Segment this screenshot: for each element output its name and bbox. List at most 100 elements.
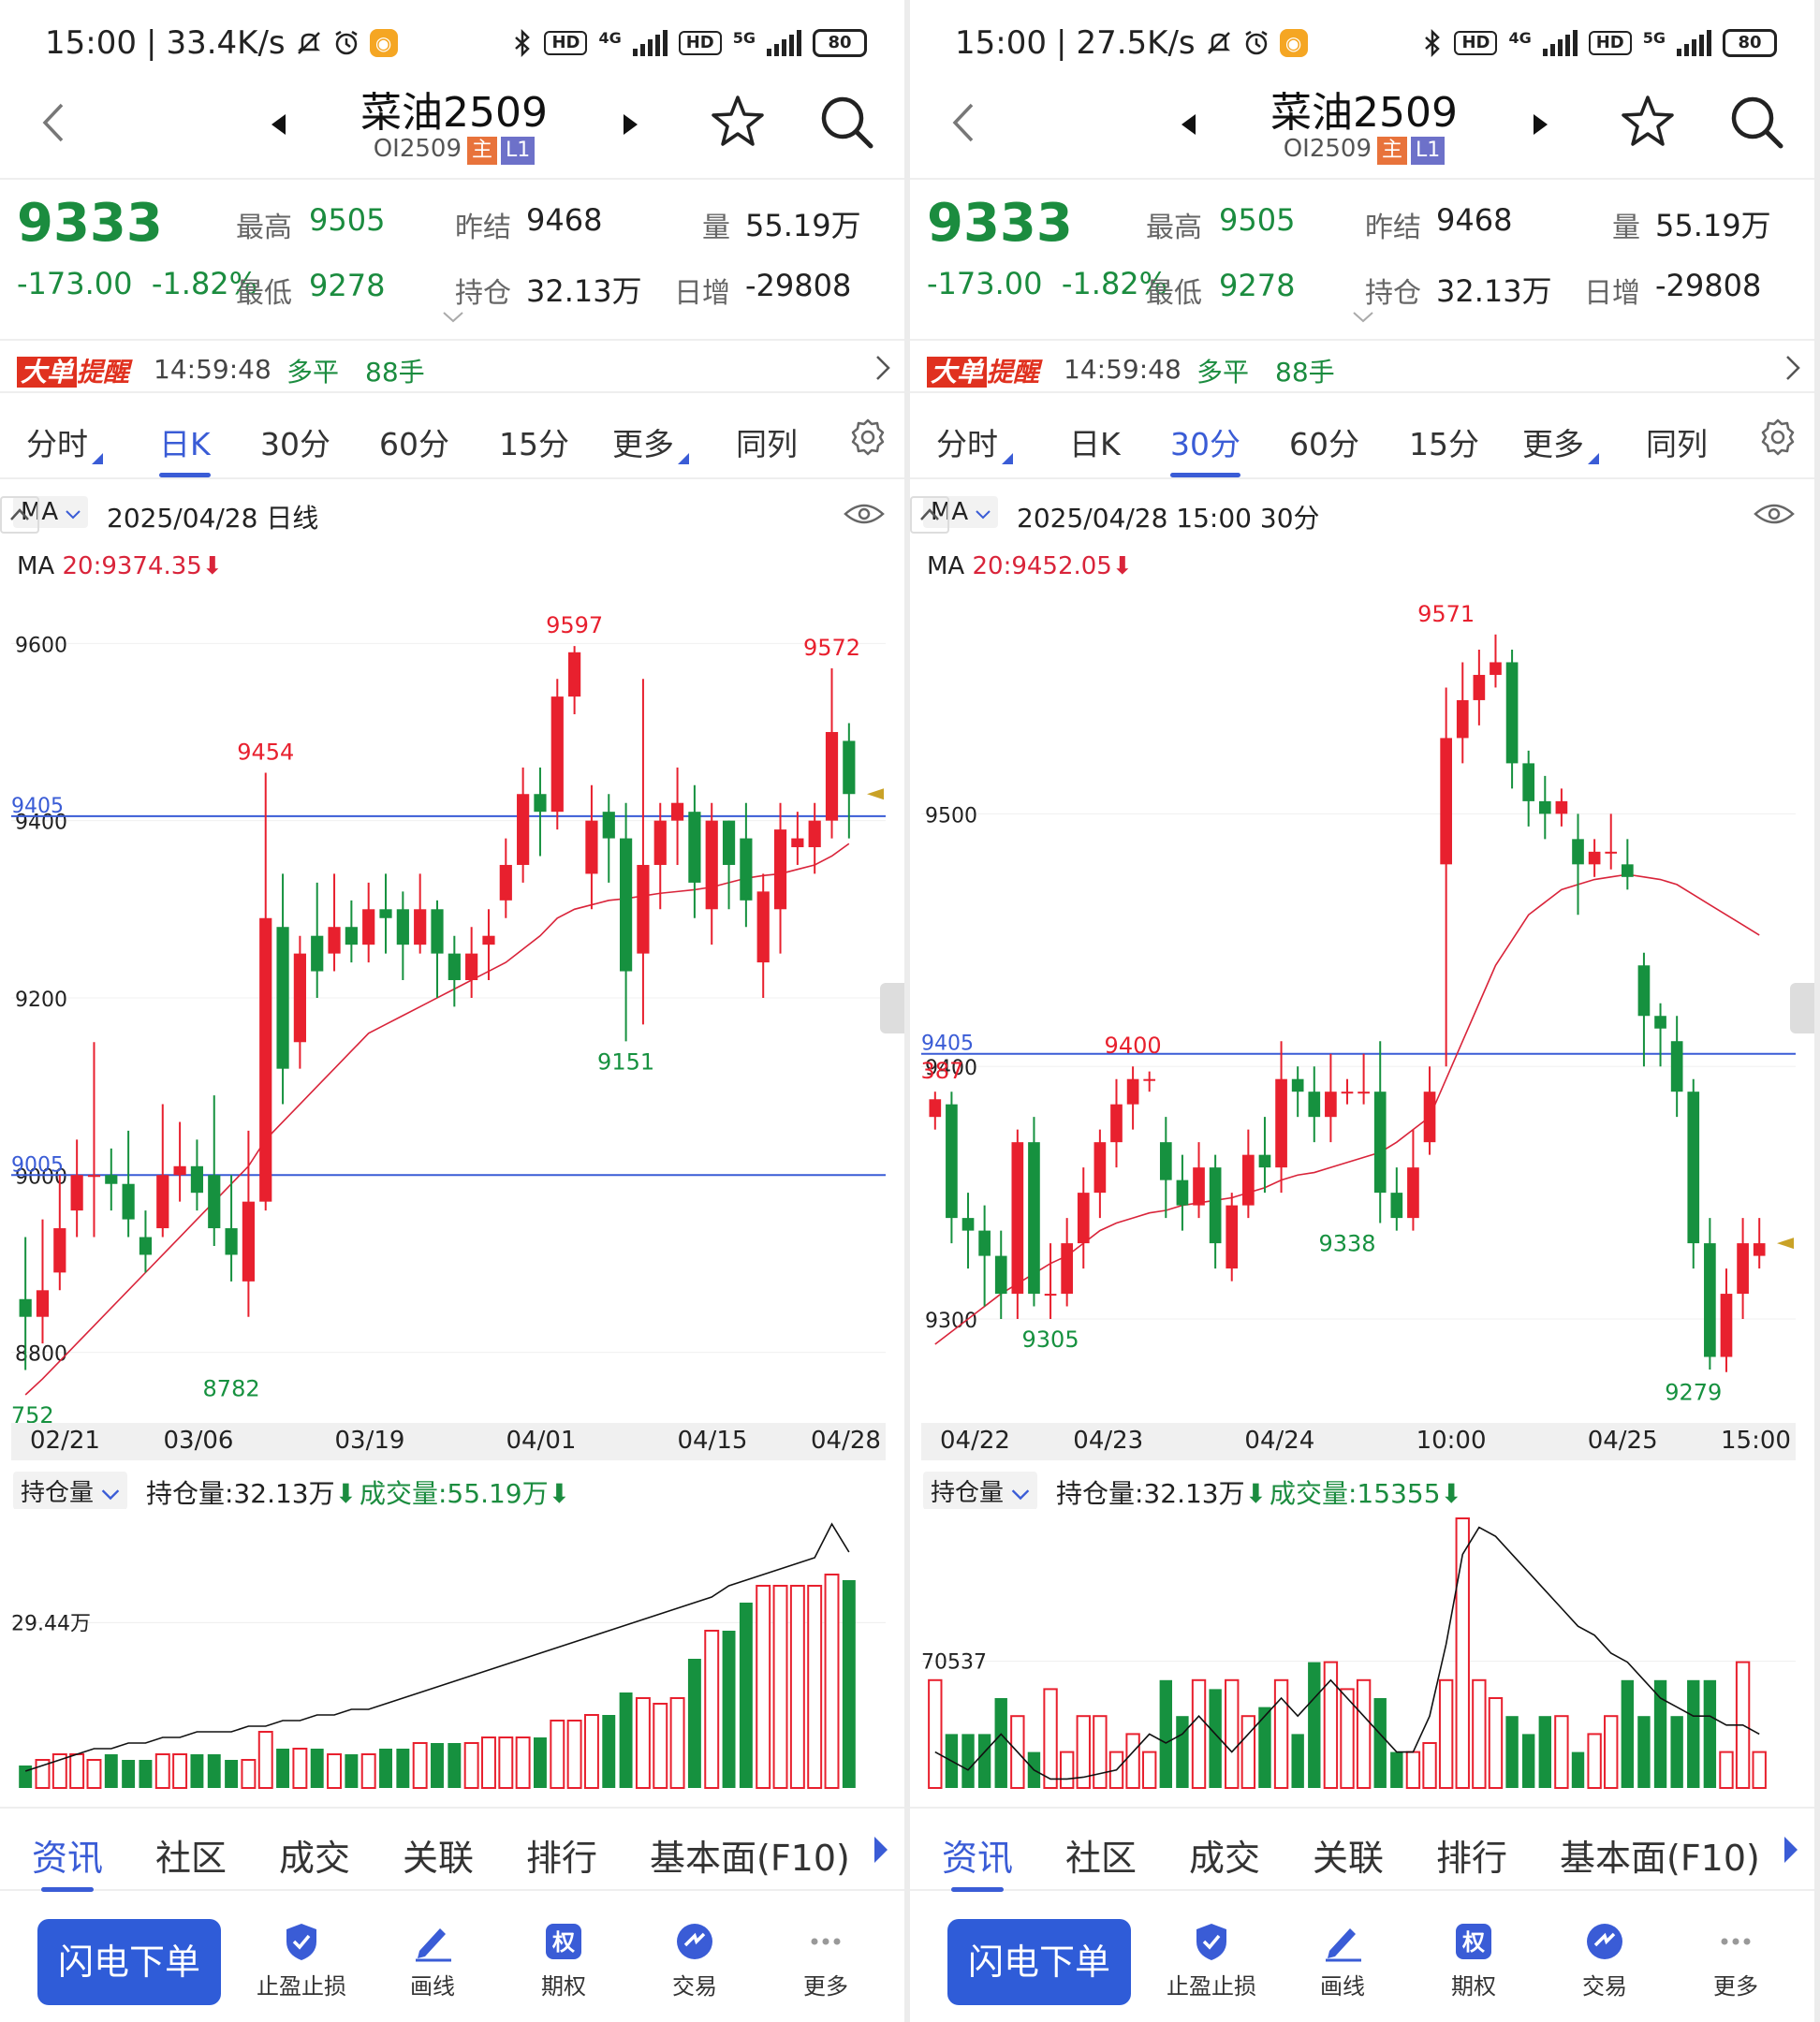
tab-fundamentals[interactable]: 基本面(F10) bbox=[650, 1838, 850, 1879]
tab-same-list[interactable]: 同列 bbox=[1646, 426, 1708, 462]
tab-news[interactable]: 资讯 bbox=[32, 1829, 103, 1892]
big-order-alert[interactable]: 大单 提醒 14:59:48 多平 88手 bbox=[0, 339, 904, 393]
ma-selector[interactable]: MA bbox=[923, 496, 999, 528]
prev-contract-icon[interactable] bbox=[1182, 114, 1196, 135]
tab-same-list[interactable]: 同列 bbox=[736, 426, 798, 462]
tab-related[interactable]: 关联 bbox=[403, 1838, 475, 1879]
quote-panel[interactable]: 9333 -173.00 -1.82% 最高 9505 最低 9278 昨结 9… bbox=[910, 178, 1814, 337]
options-button[interactable]: 权 期权 bbox=[507, 1921, 620, 2000]
tab-community[interactable]: 社区 bbox=[155, 1838, 228, 1879]
kline-chart[interactable]: 9600 9400 9200 9000 8800 9405 9005 9454 9597 9572… bbox=[0, 584, 886, 1432]
chevron-right-icon[interactable] bbox=[874, 354, 891, 382]
volume-bar bbox=[379, 1749, 392, 1788]
trade-button[interactable]: 交易 bbox=[1548, 1921, 1661, 2000]
tab-related[interactable]: 关联 bbox=[1313, 1838, 1385, 1879]
tab-more[interactable]: 更多 bbox=[1522, 419, 1599, 464]
candle-body bbox=[1358, 1092, 1370, 1094]
back-icon[interactable] bbox=[947, 99, 979, 146]
volume-indicator-selector[interactable]: 持仓量 bbox=[923, 1472, 1038, 1510]
candle-body bbox=[1456, 699, 1469, 739]
eye-icon[interactable] bbox=[843, 500, 886, 528]
volume-bar bbox=[1142, 1751, 1157, 1790]
volume-bar bbox=[1505, 1716, 1519, 1788]
y-tick-label: 9000 bbox=[15, 1165, 67, 1189]
side-drawer-handle[interactable] bbox=[880, 983, 904, 1033]
tabs-scroll-icon[interactable] bbox=[874, 1837, 888, 1863]
prev-contract-icon[interactable] bbox=[272, 114, 286, 135]
eye-icon[interactable] bbox=[1753, 500, 1796, 528]
period-tabs: 分时 日K 30分 60分 15分 更多 同列 bbox=[0, 404, 904, 479]
tab-fundamentals[interactable]: 基本面(F10) bbox=[1560, 1838, 1760, 1879]
tab-ranking[interactable]: 排行 bbox=[526, 1838, 598, 1879]
tab-15min[interactable]: 15分 bbox=[499, 426, 569, 462]
search-icon[interactable] bbox=[1726, 92, 1786, 152]
gear-icon[interactable] bbox=[848, 418, 888, 457]
collapse-button[interactable] bbox=[0, 496, 39, 534]
volume-bar bbox=[86, 1759, 102, 1789]
volume-bar bbox=[327, 1753, 343, 1789]
volume-bar bbox=[1076, 1715, 1091, 1789]
y-tick-label: 9200 bbox=[15, 989, 67, 1012]
tabs-scroll-icon[interactable] bbox=[1784, 1837, 1798, 1863]
quote-panel[interactable]: 9333 -173.00 -1.82% 最高 9505 最低 9278 昨结 9… bbox=[0, 178, 904, 337]
favorite-star-icon[interactable] bbox=[708, 92, 768, 152]
tab-more[interactable]: 更多 bbox=[612, 419, 689, 464]
ma-selector[interactable]: MA bbox=[13, 496, 89, 528]
volume-bar bbox=[276, 1749, 290, 1788]
back-icon[interactable] bbox=[37, 99, 69, 146]
tab-trades[interactable]: 成交 bbox=[1189, 1838, 1261, 1879]
candle-body bbox=[1291, 1078, 1304, 1092]
extreme-price-label: 9454 bbox=[237, 740, 294, 766]
tab-trades[interactable]: 成交 bbox=[279, 1838, 351, 1879]
kline-chart[interactable]: 9500940093009405957194009387930593389279 bbox=[910, 584, 1796, 1432]
low-label: 最低 bbox=[236, 277, 292, 310]
oi-value: 32.13万 bbox=[526, 273, 642, 309]
draw-line-button[interactable]: 画线 bbox=[1286, 1921, 1399, 2000]
tab-30min[interactable]: 30分 bbox=[1170, 419, 1240, 477]
collapse-button[interactable] bbox=[910, 496, 949, 534]
gear-icon[interactable] bbox=[1758, 418, 1798, 457]
tab-timeshare[interactable]: 分时 bbox=[936, 419, 1013, 464]
candle-body bbox=[156, 1175, 169, 1229]
volume-indicator-selector[interactable]: 持仓量 bbox=[13, 1472, 128, 1510]
tab-30min[interactable]: 30分 bbox=[260, 426, 330, 462]
more-button[interactable]: 更多 bbox=[770, 1921, 882, 2000]
candle-body bbox=[1242, 1154, 1255, 1206]
stop-profit-loss-button[interactable]: 止盈止损 bbox=[1155, 1921, 1268, 2000]
options-button[interactable]: 权 期权 bbox=[1417, 1921, 1530, 2000]
volume-chart[interactable]: 29.44万 bbox=[11, 1509, 886, 1792]
flash-order-button[interactable]: 闪电下单 bbox=[37, 1919, 221, 2005]
main-tag: 主 bbox=[467, 137, 498, 165]
more-button[interactable]: 更多 bbox=[1680, 1921, 1792, 2000]
next-contract-icon[interactable] bbox=[1534, 114, 1548, 135]
down-arrow-icon: ⬇ bbox=[201, 552, 223, 580]
trade-button[interactable]: 交易 bbox=[638, 1921, 751, 2000]
tab-15min[interactable]: 15分 bbox=[1409, 426, 1479, 462]
mute-icon bbox=[297, 32, 320, 54]
stop-profit-loss-button[interactable]: 止盈止损 bbox=[245, 1921, 358, 2000]
tab-ranking[interactable]: 排行 bbox=[1436, 1838, 1508, 1879]
alert-hands: 88手 bbox=[1275, 357, 1335, 388]
alarm-icon bbox=[1244, 30, 1268, 55]
search-icon[interactable] bbox=[816, 92, 876, 152]
draw-line-button[interactable]: 画线 bbox=[376, 1921, 489, 2000]
tab-timeshare[interactable]: 分时 bbox=[26, 419, 103, 464]
side-drawer-handle[interactable] bbox=[1790, 983, 1814, 1033]
x-axis: 02/21 03/06 03/19 04/01 04/15 04/28 bbox=[11, 1423, 886, 1460]
big-order-alert[interactable]: 大单 提醒 14:59:48 多平 88手 bbox=[910, 339, 1814, 393]
tab-60min[interactable]: 60分 bbox=[1289, 426, 1359, 462]
flash-order-button[interactable]: 闪电下单 bbox=[947, 1919, 1131, 2005]
expand-chevron-icon[interactable] bbox=[1352, 311, 1374, 324]
x-tick-label: 04/15 bbox=[677, 1427, 748, 1455]
volume-chart[interactable]: 70537 bbox=[921, 1509, 1796, 1792]
open-interest-line bbox=[24, 1522, 850, 1772]
chevron-right-icon[interactable] bbox=[1784, 354, 1801, 382]
tab-daily[interactable]: 日K bbox=[1069, 426, 1121, 462]
favorite-star-icon[interactable] bbox=[1618, 92, 1678, 152]
next-contract-icon[interactable] bbox=[624, 114, 638, 135]
expand-chevron-icon[interactable] bbox=[442, 311, 464, 324]
tab-daily[interactable]: 日K bbox=[159, 419, 211, 477]
tab-60min[interactable]: 60分 bbox=[379, 426, 449, 462]
tab-community[interactable]: 社区 bbox=[1065, 1838, 1138, 1879]
tab-news[interactable]: 资讯 bbox=[942, 1829, 1013, 1892]
